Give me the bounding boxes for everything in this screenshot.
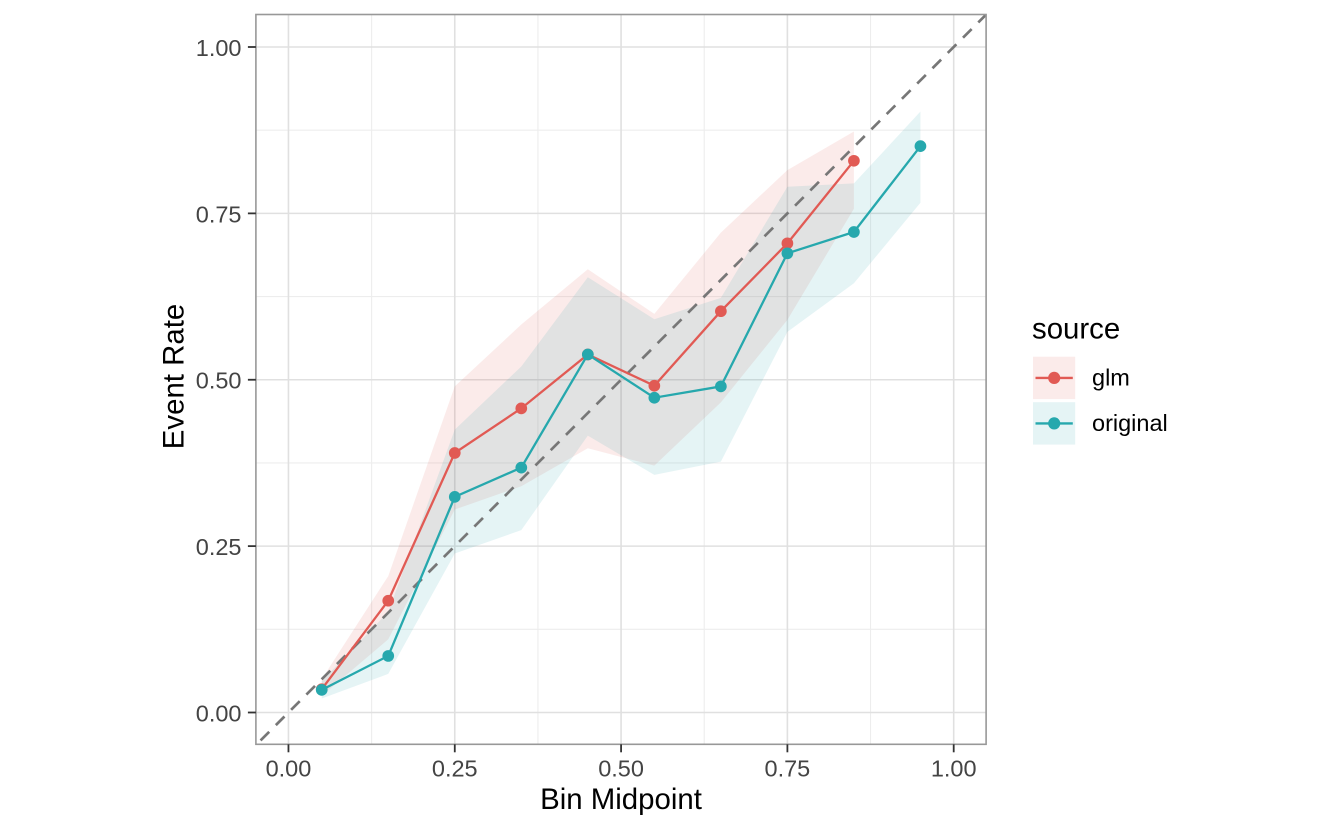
svg-text:0.50: 0.50 — [196, 368, 242, 394]
svg-text:0.00: 0.00 — [196, 700, 242, 726]
svg-text:1.00: 1.00 — [196, 35, 242, 61]
svg-text:0.25: 0.25 — [196, 534, 242, 560]
svg-text:original: original — [1092, 410, 1168, 436]
svg-text:Event Rate: Event Rate — [158, 304, 191, 449]
svg-text:1.00: 1.00 — [931, 756, 977, 782]
svg-text:0.50: 0.50 — [598, 756, 644, 782]
svg-text:0.75: 0.75 — [196, 201, 242, 227]
svg-text:0.00: 0.00 — [266, 756, 312, 782]
svg-text:source: source — [1032, 313, 1120, 346]
svg-text:Bin Midpoint: Bin Midpoint — [540, 783, 702, 816]
svg-text:0.75: 0.75 — [765, 756, 811, 782]
svg-text:0.25: 0.25 — [432, 756, 478, 782]
svg-text:glm: glm — [1092, 364, 1130, 390]
